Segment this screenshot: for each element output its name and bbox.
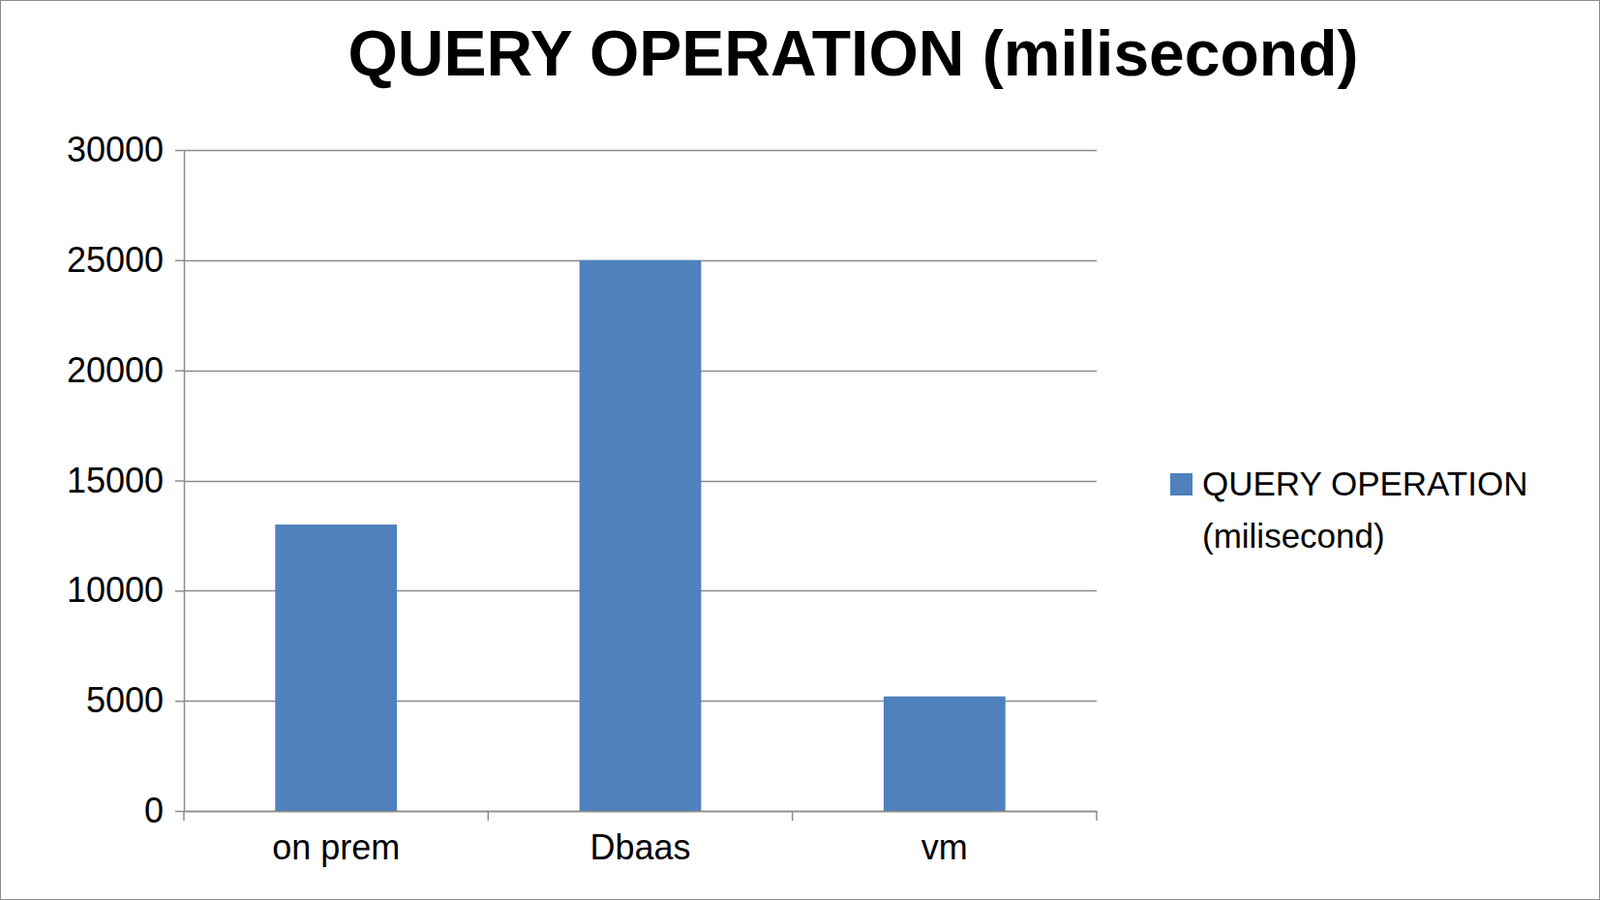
grid-line bbox=[183, 811, 1097, 814]
y-tick-label: 25000 bbox=[66, 240, 164, 280]
y-tick: 0 bbox=[144, 790, 184, 831]
y-tick-label: 0 bbox=[144, 790, 164, 831]
legend-swatch bbox=[1170, 473, 1193, 496]
x-boundary-mark bbox=[182, 811, 185, 821]
x-tick: vm bbox=[921, 811, 968, 868]
y-tick-label: 10000 bbox=[66, 570, 164, 610]
x-tick: Dbaas bbox=[589, 811, 691, 868]
y-tick-mark bbox=[175, 260, 184, 263]
y-tick: 30000 bbox=[66, 129, 184, 170]
y-tick-label: 20000 bbox=[66, 350, 164, 391]
y-tick-mark bbox=[175, 150, 184, 152]
y-tick-label: 5000 bbox=[86, 680, 164, 721]
x-tick-label: vm bbox=[921, 827, 968, 868]
x-boundary-mark bbox=[791, 811, 794, 821]
bar bbox=[579, 260, 702, 812]
x-axis-line bbox=[184, 811, 1098, 814]
x-boundary-mark bbox=[487, 811, 490, 821]
chart-border bbox=[0, 0, 1600, 900]
y-tick-label: 30000 bbox=[66, 129, 164, 170]
legend-label: QUERY OPERATION(milisecond) bbox=[1202, 464, 1528, 555]
bars bbox=[274, 260, 1005, 812]
legend: QUERY OPERATION(milisecond) bbox=[1170, 464, 1528, 555]
y-tick-mark bbox=[175, 590, 184, 593]
chart: QUERY OPERATION (milisecond) 0 5000 10000 15… bbox=[0, 0, 1600, 900]
x-axis: on prem Dbaas vm bbox=[184, 811, 1098, 868]
y-tick: 5000 bbox=[86, 680, 184, 721]
title: QUERY OPERATION (milisecond) bbox=[348, 17, 1359, 90]
y-tick: 20000 bbox=[66, 350, 184, 391]
x-tick-label: on prem bbox=[271, 827, 400, 868]
y-tick-label: 15000 bbox=[66, 460, 164, 501]
grid bbox=[183, 150, 1097, 813]
x-boundary-mark bbox=[1095, 811, 1098, 821]
bar bbox=[274, 524, 397, 812]
x-tick: on prem bbox=[271, 811, 400, 868]
y-tick-mark bbox=[175, 811, 184, 814]
grid-line bbox=[183, 150, 1097, 152]
y-tick: 15000 bbox=[66, 460, 184, 501]
y-tick-mark bbox=[175, 700, 184, 703]
y-tick-mark bbox=[175, 480, 184, 483]
y-axis: 0 5000 10000 15000 20000 25000 30000 bbox=[66, 129, 185, 831]
bar bbox=[883, 696, 1006, 812]
y-tick: 10000 bbox=[66, 570, 184, 610]
y-tick-mark bbox=[175, 369, 184, 372]
x-tick-label: Dbaas bbox=[589, 827, 691, 868]
y-tick: 25000 bbox=[66, 240, 184, 280]
